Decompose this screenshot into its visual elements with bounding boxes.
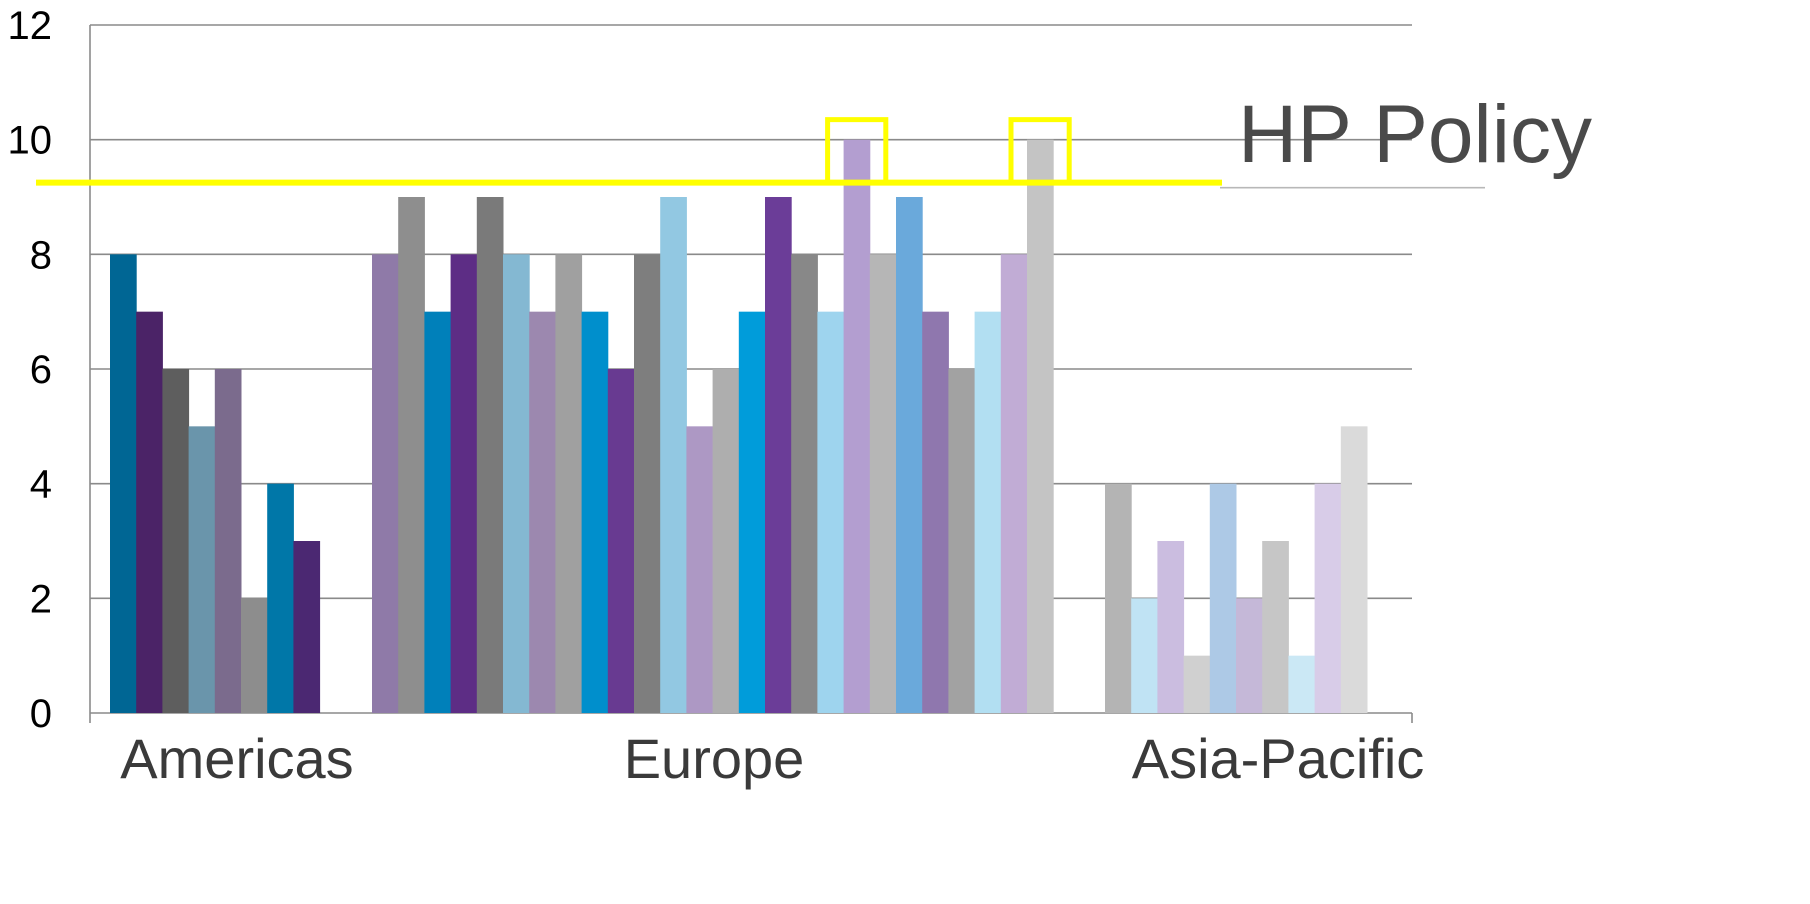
policy-label: HP Policy <box>1238 89 1592 180</box>
bar-americas-1 <box>110 254 137 714</box>
bar-asia-pacific-6 <box>1236 598 1263 713</box>
bar-asia-pacific-2 <box>1131 598 1158 713</box>
policy-annotation: HP Policy <box>36 89 1592 189</box>
policy-highlight-box <box>1008 117 1072 183</box>
bar-europe-2 <box>398 197 425 713</box>
category-labels: Americas Europe Asia-Pacific <box>120 727 1424 790</box>
bar-europe-21 <box>896 197 923 713</box>
bar-americas-2 <box>136 311 163 713</box>
y-tick-label: 2 <box>30 577 52 621</box>
bars <box>110 139 1368 714</box>
y-tick-label: 10 <box>8 119 53 163</box>
bar-europe-15 <box>738 311 766 713</box>
bar-asia-pacific-5 <box>1209 483 1237 713</box>
category-label: Asia-Pacific <box>1132 727 1425 790</box>
bar-europe-18 <box>817 311 845 713</box>
bar-europe-11 <box>634 254 661 714</box>
bar-asia-pacific-1 <box>1105 483 1132 713</box>
bar-europe-8 <box>555 254 583 714</box>
bar-americas-6 <box>241 598 268 713</box>
bar-europe-6 <box>503 254 530 714</box>
bar-europe-5 <box>476 197 504 713</box>
bar-europe-16 <box>765 197 792 713</box>
bar-europe-25 <box>1000 254 1028 714</box>
y-tick-label: 6 <box>30 348 52 392</box>
bar-europe-24 <box>974 311 1002 713</box>
y-tick-label: 4 <box>30 463 52 507</box>
bar-asia-pacific-3 <box>1157 541 1185 713</box>
bar-americas-7 <box>267 483 294 713</box>
bar-europe-12 <box>660 197 687 713</box>
bar-europe-14 <box>712 369 740 713</box>
bar-europe-9 <box>581 311 609 713</box>
y-tick-label: 0 <box>30 692 52 736</box>
bar-americas-5 <box>214 369 242 713</box>
bar-americas-8 <box>293 541 321 713</box>
policy-highlight-box <box>825 117 889 183</box>
bar-americas-4 <box>188 426 216 713</box>
bar-europe-13 <box>686 426 714 713</box>
y-tick-label: 8 <box>30 233 52 277</box>
bar-europe-20 <box>869 254 897 714</box>
bar-asia-pacific-10 <box>1340 426 1368 713</box>
bar-asia-pacific-9 <box>1314 483 1342 713</box>
bar-asia-pacific-8 <box>1288 655 1316 713</box>
bar-europe-3 <box>424 311 452 713</box>
bar-americas-3 <box>162 369 190 713</box>
bar-asia-pacific-7 <box>1262 541 1289 713</box>
category-label: Europe <box>624 727 805 790</box>
bar-europe-26 <box>1027 139 1054 713</box>
y-tick-labels: 0 2 4 6 8 10 12 <box>8 4 53 736</box>
bar-europe-23 <box>948 369 976 713</box>
bar-europe-19 <box>843 139 871 713</box>
bar-europe-7 <box>529 311 556 713</box>
bar-europe-22 <box>922 311 949 713</box>
bar-asia-pacific-4 <box>1183 655 1211 713</box>
bar-europe-4 <box>450 254 478 714</box>
bar-europe-10 <box>607 369 635 713</box>
bar-europe-1 <box>372 254 399 714</box>
bar-europe-17 <box>791 254 818 714</box>
y-tick-label: 12 <box>8 4 53 48</box>
category-label: Americas <box>120 727 353 790</box>
